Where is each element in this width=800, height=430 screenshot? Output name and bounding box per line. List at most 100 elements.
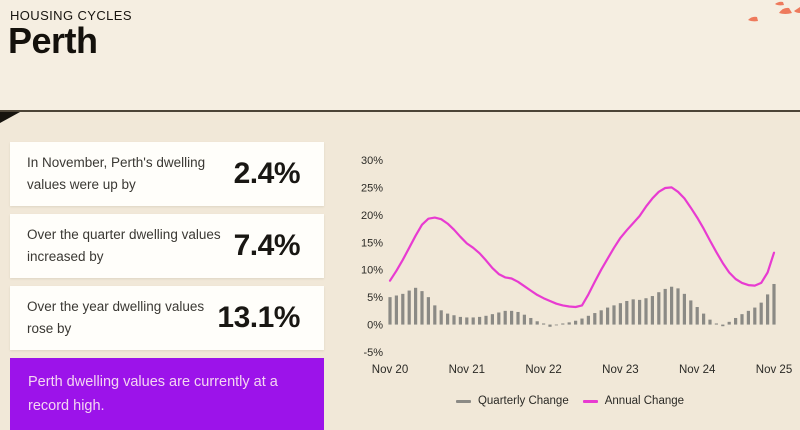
stat-card-quarter: Over the quarter dwelling values increas…: [10, 214, 324, 278]
quarterly-change-bar: [465, 317, 469, 325]
quarterly-change-bar: [702, 313, 706, 325]
housing-cycle-chart: 30% 25% 20% 15% 10% 5% 0% -5% Nov 20 Nov 21 Nov 22…: [345, 142, 795, 414]
x-axis-tick-label: Nov 21: [449, 364, 485, 376]
y-axis-tick-label: 15%: [361, 237, 383, 249]
stat-value: 7.4%: [233, 229, 301, 262]
quarterly-change-bar: [561, 323, 565, 325]
quarterly-change-bar: [503, 310, 507, 325]
quarterly-change-bar: [554, 324, 558, 326]
stats-column: In November, Perth's dwelling values wer…: [10, 142, 324, 430]
quarterly-change-bar: [682, 293, 686, 325]
quarterly-change-bar: [695, 307, 699, 325]
quarterly-change-bar: [714, 323, 718, 325]
quarterly-change-bar: [708, 319, 712, 325]
confetti-decoration-icon: [748, 1, 800, 22]
section-eyebrow: HOUSING CYCLES: [10, 8, 132, 23]
quarterly-change-bar: [580, 318, 584, 325]
x-axis-tick-label: Nov 25: [756, 364, 792, 376]
quarterly-change-bar: [599, 310, 603, 325]
stat-label: In November, Perth's dwelling values wer…: [27, 155, 206, 192]
record-high-callout: Perth dwelling values are currently at a…: [10, 358, 324, 430]
quarterly-change-bar: [746, 310, 750, 325]
record-high-text: Perth dwelling values are currently at a…: [28, 374, 278, 414]
y-axis-tick-label: 20%: [361, 210, 383, 222]
quarterly-change-bar: [439, 310, 443, 325]
quarterly-change-bar: [612, 305, 616, 325]
stat-value: 2.4%: [233, 157, 301, 190]
quarterly-change-bar: [721, 324, 725, 327]
quarterly-change-marker-icon: [455, 399, 471, 403]
stat-card-year: Over the year dwelling values rose by 13…: [10, 286, 324, 350]
quarterly-change-bar: [650, 296, 654, 325]
header-divider: [0, 110, 800, 112]
quarterly-change-bar: [433, 305, 437, 325]
quarterly-change-bar: [414, 287, 418, 325]
quarterly-change-bar: [452, 315, 456, 325]
quarterly-change-bar: [497, 312, 501, 325]
quarterly-change-bar: [458, 316, 462, 325]
stat-value: 13.1%: [217, 301, 300, 334]
quarterly-change-bar: [625, 300, 629, 325]
x-axis-tick-label: Nov 24: [679, 364, 716, 376]
quarterly-change-bar: [446, 313, 450, 325]
annual-change-line: [388, 186, 776, 309]
quarterly-change-bar: [522, 314, 526, 325]
quarterly-change-bar: [542, 323, 546, 325]
chart-plot-area: 30% 25% 20% 15% 10% 5% 0% -5% Nov 20 Nov 21 Nov 22…: [361, 155, 792, 376]
stat-label: Over the quarter dwelling values increas…: [27, 227, 221, 264]
x-axis-tick-label: Nov 22: [525, 364, 561, 376]
quarterly-change-bar: [510, 310, 514, 325]
quarterly-change-bar: [644, 298, 648, 325]
legend-label: Quarterly Change: [477, 395, 569, 407]
header-band: [0, 0, 800, 111]
quarterly-change-bar: [484, 315, 488, 325]
legend-label: Annual Change: [604, 395, 685, 407]
quarterly-change-bar: [529, 317, 533, 325]
quarterly-change-bar: [618, 303, 622, 325]
quarterly-change-bar: [734, 317, 738, 325]
quarterly-change-bar: [574, 320, 578, 325]
quarterly-change-bar: [535, 321, 539, 325]
stat-label: Over the year dwelling values rose by: [27, 299, 205, 336]
quarterly-change-bar: [471, 317, 475, 325]
quarterly-change-bar: [490, 314, 494, 325]
legend-item-quarterly: Quarterly Change: [455, 395, 569, 407]
y-axis-tick-label: 25%: [361, 182, 383, 194]
quarterly-change-bar: [631, 299, 635, 325]
quarterly-change-bar: [689, 300, 693, 325]
quarterly-change-bar: [426, 297, 430, 325]
quarterly-change-bar: [772, 283, 776, 325]
x-axis-tick-label: Nov 23: [602, 364, 638, 376]
page-title: Perth: [8, 20, 98, 61]
quarterly-change-bar: [759, 302, 763, 325]
quarterly-change-bar: [676, 288, 680, 325]
quarterly-change-bar: [586, 315, 590, 325]
quarterly-change-bar: [670, 286, 674, 325]
y-axis-tick-label: -5%: [363, 347, 383, 359]
quarterly-change-bar: [663, 288, 667, 325]
quarterly-change-bar: [548, 324, 552, 327]
legend-item-annual: Annual Change: [582, 395, 685, 407]
y-axis-tick-label: 5%: [367, 292, 383, 304]
quarterly-change-bar: [766, 294, 770, 325]
quarterly-change-bar: [407, 290, 411, 325]
quarterly-change-bar: [420, 291, 424, 325]
quarterly-change-bar: [478, 316, 482, 325]
quarterly-change-bar: [727, 321, 731, 325]
quarterly-change-bar: [657, 292, 661, 325]
quarterly-change-bar: [753, 307, 757, 325]
quarterly-change-bar: [394, 295, 398, 325]
x-axis-tick-label: Nov 20: [372, 364, 408, 376]
quarterly-change-bar: [388, 297, 392, 325]
divider-wedge-icon: [0, 112, 20, 123]
quarterly-change-bar: [401, 293, 405, 325]
chart-legend: Quarterly Change Annual Change: [345, 388, 795, 414]
y-axis-tick-label: 0%: [367, 320, 383, 332]
y-axis-tick-label: 10%: [361, 265, 383, 277]
quarterly-change-bar: [638, 299, 642, 325]
quarterly-change-bar: [593, 313, 597, 325]
stat-card-month: In November, Perth's dwelling values wer…: [10, 142, 324, 206]
quarterly-change-bar: [606, 307, 610, 325]
y-axis-tick-label: 30%: [361, 155, 383, 167]
